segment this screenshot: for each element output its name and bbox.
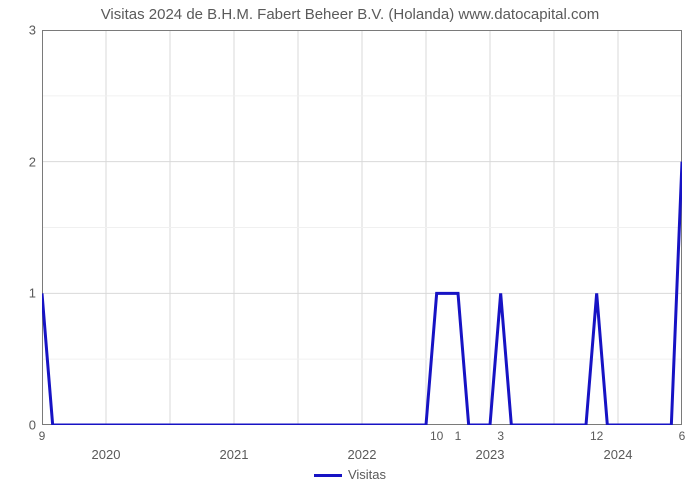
legend: Visitas [0,467,700,482]
x-month-label: 10 [430,425,443,443]
plot-area: 01239101312620202021202220232024 [42,30,682,425]
y-tick-label: 2 [29,154,42,169]
x-year-label: 2021 [220,447,249,462]
x-month-label: 3 [497,425,504,443]
y-tick-label: 1 [29,286,42,301]
chart-title: Visitas 2024 de B.H.M. Fabert Beheer B.V… [0,6,700,23]
legend-label: Visitas [348,467,386,482]
legend-swatch [314,474,342,477]
x-month-label: 9 [39,425,46,443]
chart-svg [42,30,682,425]
x-month-label: 6 [679,425,686,443]
x-month-label: 1 [455,425,462,443]
x-month-label: 12 [590,425,603,443]
x-year-label: 2022 [348,447,377,462]
x-year-label: 2024 [604,447,633,462]
x-year-label: 2023 [476,447,505,462]
y-tick-label: 3 [29,23,42,38]
x-year-label: 2020 [92,447,121,462]
line-chart: Visitas 2024 de B.H.M. Fabert Beheer B.V… [0,0,700,500]
